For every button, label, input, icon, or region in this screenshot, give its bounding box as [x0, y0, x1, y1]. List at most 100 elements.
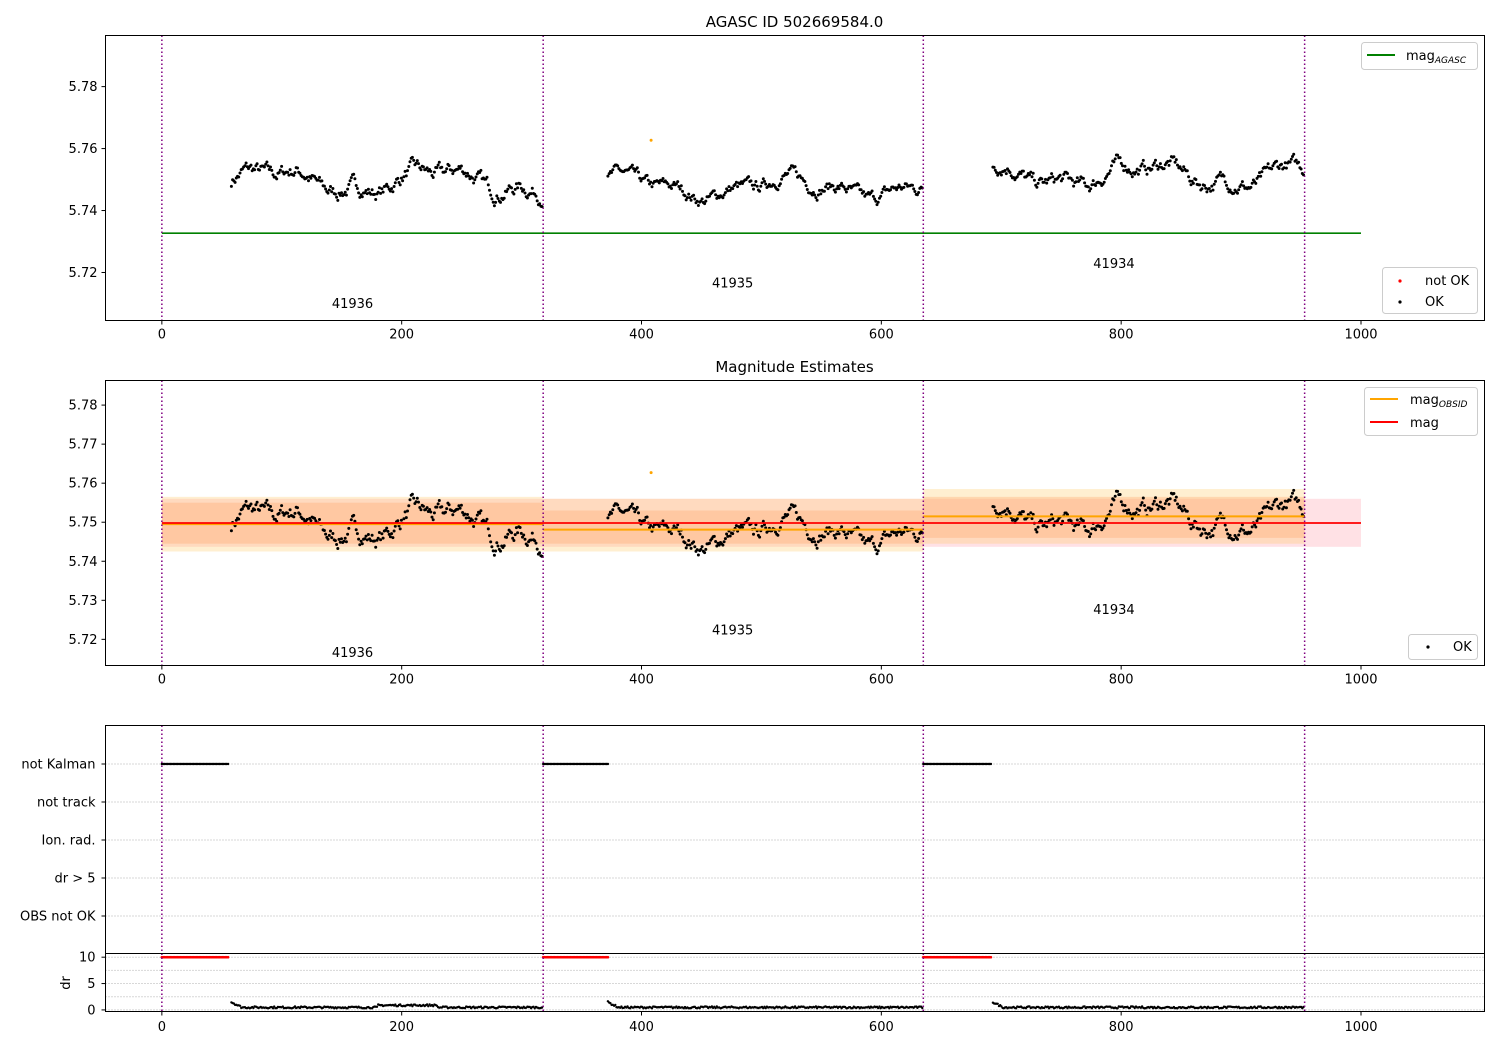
ok-point — [727, 185, 731, 189]
ok-point — [512, 192, 516, 196]
ok-point — [365, 192, 369, 196]
ok-point — [1102, 180, 1106, 184]
ok-point — [286, 170, 290, 174]
ok-point — [811, 191, 815, 194]
ok-point — [275, 177, 279, 181]
legend-mag-label: mag — [1410, 416, 1439, 431]
ok-point — [1029, 511, 1033, 515]
ok-point — [421, 504, 425, 508]
y-tick-label: 5.72 — [69, 266, 98, 281]
ok-point — [633, 510, 637, 514]
ok-point — [391, 536, 395, 540]
ok-point — [489, 540, 493, 544]
ok-point — [324, 532, 328, 536]
ok-point — [1003, 169, 1007, 172]
ok-point — [1240, 523, 1244, 527]
ok-point — [1004, 172, 1008, 176]
ok-point — [355, 187, 359, 190]
ok-point — [666, 526, 670, 530]
svg-text:magOBSID: magOBSID — [1410, 393, 1468, 410]
ok-point — [463, 171, 467, 175]
ok-point — [1280, 162, 1283, 166]
ok-point — [862, 535, 866, 539]
ok-point — [1260, 511, 1264, 514]
x-tick-label: 0 — [158, 673, 166, 688]
ok-point — [1045, 525, 1049, 529]
ok-point — [1157, 504, 1161, 508]
ok-point — [816, 193, 820, 197]
ok-point — [607, 513, 611, 517]
ok-point — [505, 190, 509, 194]
ok-point — [695, 548, 699, 552]
ok-point — [510, 186, 513, 190]
ok-point — [819, 192, 823, 196]
ok-point — [436, 163, 440, 167]
ok-point — [1061, 519, 1065, 523]
ok-point — [494, 200, 498, 204]
ok-point — [516, 531, 520, 535]
ok-point — [1072, 529, 1076, 532]
ok-point — [432, 170, 436, 174]
ok-point — [825, 182, 829, 186]
ok-point — [1042, 180, 1046, 184]
ok-point — [343, 536, 347, 540]
ok-point — [444, 510, 447, 514]
ok-point — [840, 181, 844, 185]
ok-point — [440, 165, 444, 169]
ok-point — [611, 508, 615, 512]
x-tick-label: 1000 — [1344, 673, 1377, 688]
ok-point — [693, 545, 697, 549]
ok-point — [863, 541, 867, 545]
ok-point — [1031, 512, 1035, 516]
ok-point — [838, 183, 842, 187]
ok-point — [470, 176, 474, 180]
ok-point — [695, 199, 699, 203]
ok-point — [429, 169, 433, 173]
dr-axis-label: dr — [59, 976, 74, 990]
ok-point — [630, 163, 634, 167]
ok-point — [995, 511, 998, 515]
x-tick-label: 600 — [869, 1020, 894, 1035]
ok-point — [1130, 175, 1134, 179]
ok-point — [1152, 161, 1156, 165]
ok-point — [396, 176, 400, 180]
ok-point — [364, 534, 368, 538]
ok-point — [1040, 177, 1044, 181]
x-tick-label: 400 — [629, 1020, 654, 1035]
ok-point — [1116, 153, 1120, 157]
ok-point — [1258, 171, 1261, 175]
ok-point — [309, 176, 313, 180]
ok-point — [322, 184, 326, 188]
ok-point — [264, 501, 268, 505]
y-tick-label: 5.78 — [69, 80, 98, 95]
ok-point — [376, 536, 380, 540]
ok-point — [305, 175, 309, 179]
ok-point — [450, 509, 454, 512]
ok-point — [1031, 171, 1035, 175]
ok-point — [408, 498, 412, 502]
ok-point — [1154, 158, 1157, 162]
obsid-label: 41935 — [712, 277, 753, 292]
ok-point — [450, 168, 454, 172]
ok-point — [336, 198, 340, 202]
ok-point — [331, 532, 335, 535]
dr-point — [238, 1004, 242, 1007]
ok-point — [870, 189, 874, 193]
ok-point — [1155, 503, 1159, 507]
ok-point — [1236, 537, 1239, 541]
ok-point — [703, 202, 707, 206]
ok-point — [1090, 527, 1094, 531]
ok-point — [385, 526, 389, 530]
ok-point — [1299, 507, 1303, 511]
ok-point — [1226, 187, 1230, 191]
ok-point — [354, 528, 358, 532]
ok-point — [229, 529, 233, 533]
ok-point — [1254, 181, 1258, 185]
ok-point — [1182, 165, 1186, 169]
ok-point — [255, 500, 259, 504]
ok-point — [657, 181, 661, 185]
ok-point — [1168, 159, 1172, 163]
ok-point — [429, 510, 433, 514]
ok-point — [376, 190, 380, 194]
ok-point — [611, 168, 615, 172]
